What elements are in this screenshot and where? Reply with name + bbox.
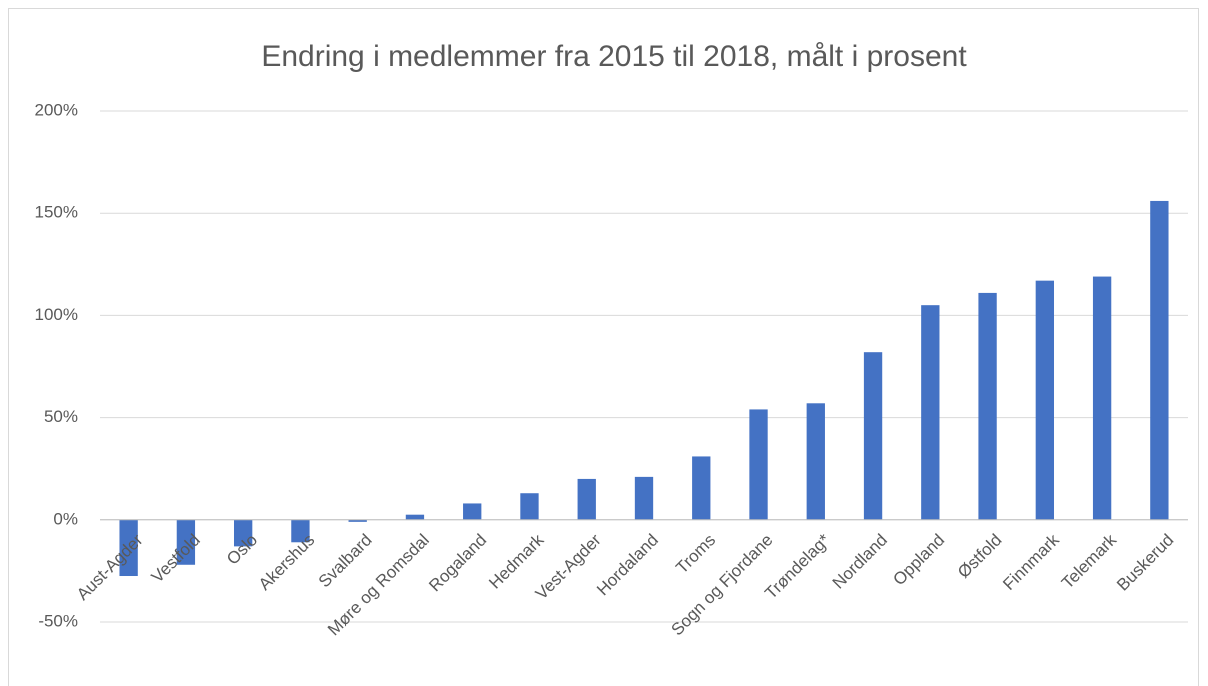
bar <box>520 493 539 520</box>
bar <box>348 519 367 522</box>
bar <box>291 519 310 543</box>
bar <box>405 514 425 520</box>
bar <box>463 503 482 520</box>
y-tick-label: 50% <box>44 407 78 426</box>
bar <box>1092 276 1112 520</box>
bar <box>119 519 138 577</box>
bar <box>634 476 654 520</box>
bar <box>806 403 825 520</box>
y-tick-label: 0% <box>53 509 78 528</box>
y-tick-label: -50% <box>38 611 78 630</box>
bar <box>692 456 711 520</box>
y-tick-label: 200% <box>35 100 78 119</box>
bar <box>863 352 883 520</box>
bar <box>921 305 940 520</box>
bar <box>577 478 596 520</box>
bar <box>176 519 196 565</box>
bar <box>749 409 768 520</box>
chart-border <box>8 8 1199 686</box>
bar <box>233 519 253 547</box>
bar <box>1035 280 1055 520</box>
bar <box>1150 200 1169 520</box>
y-tick-label: 150% <box>35 203 78 222</box>
chart-title: Endring i medlemmer fra 2015 til 2018, m… <box>261 40 967 73</box>
bar <box>978 292 997 520</box>
y-tick-label: 100% <box>35 305 78 324</box>
